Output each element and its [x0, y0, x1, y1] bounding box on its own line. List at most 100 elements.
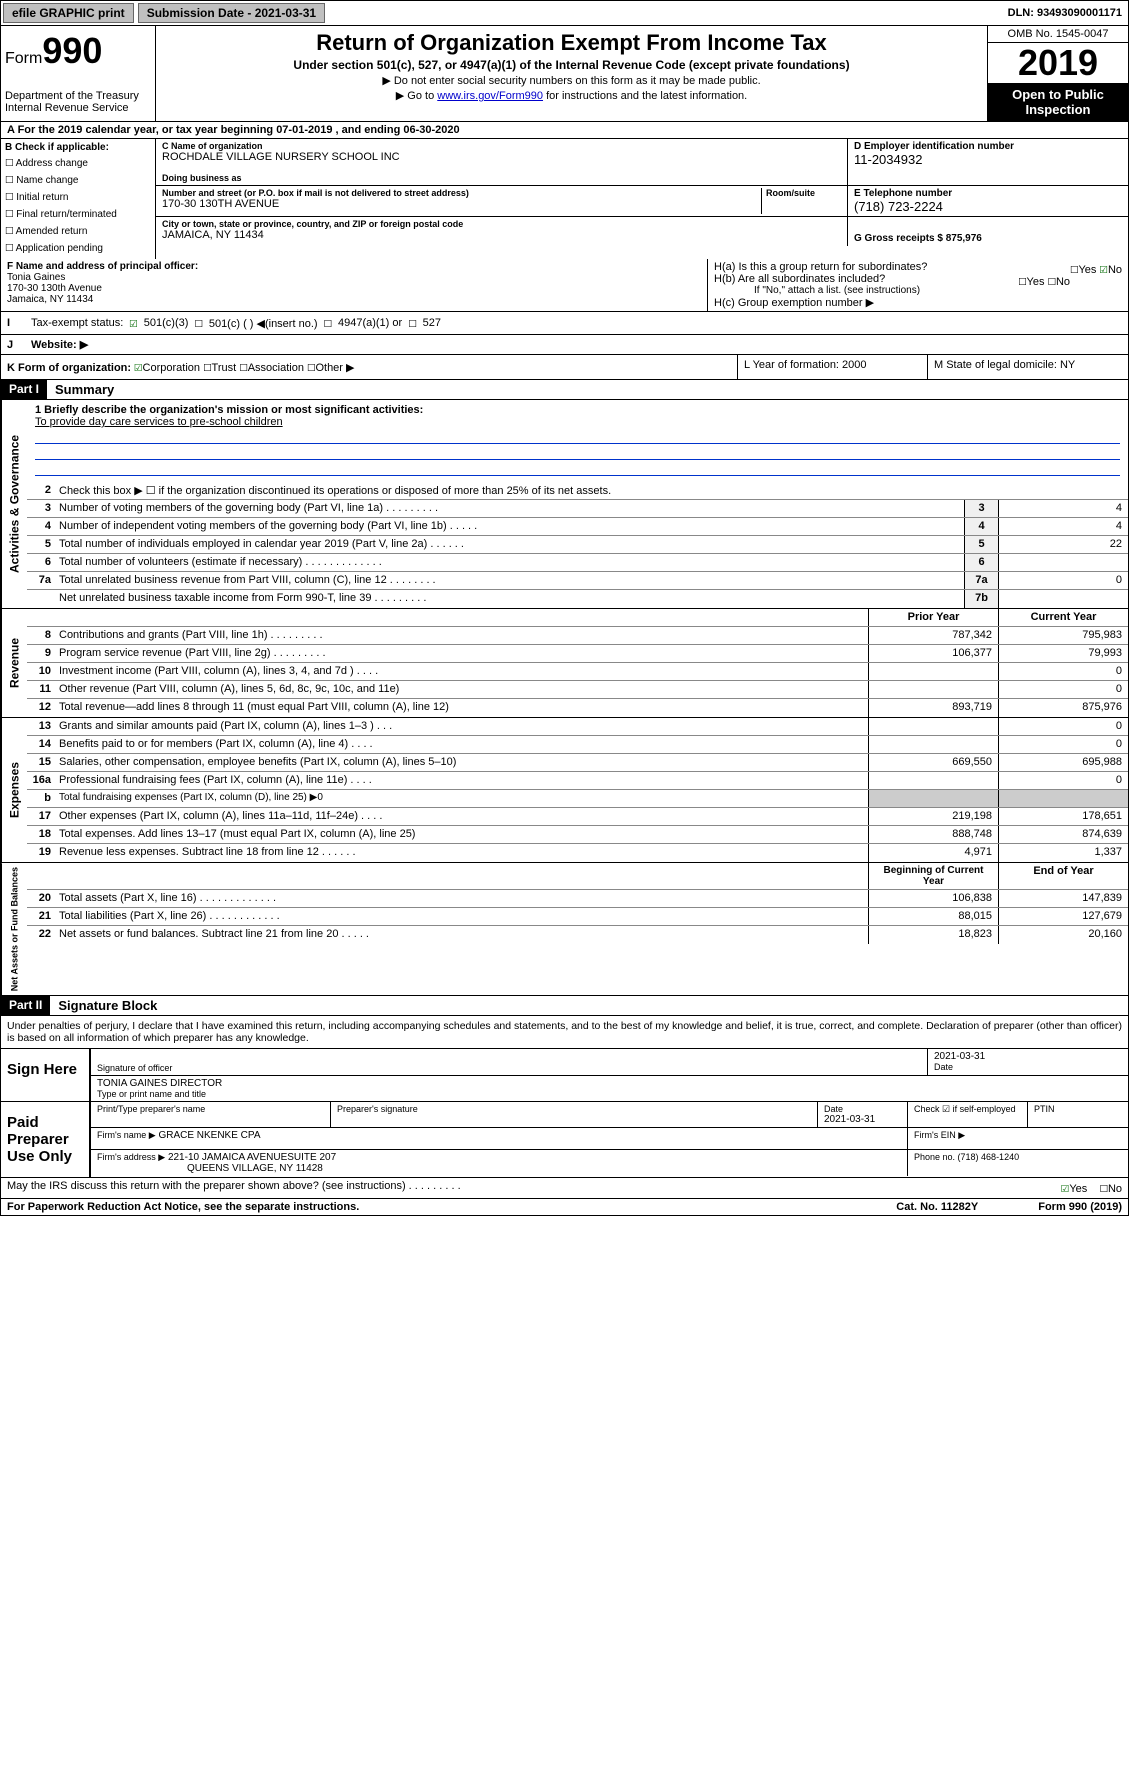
- check-4947[interactable]: [324, 315, 332, 331]
- exp-19-prior: 4,971: [868, 844, 998, 862]
- check-trust[interactable]: [203, 361, 211, 374]
- firm-phone: Phone no. (718) 468-1240: [914, 1152, 1019, 1162]
- exp-18-prior: 888,748: [868, 826, 998, 843]
- box-b-header: B Check if applicable:: [5, 142, 151, 153]
- firm-address: 221-10 JAMAICA AVENUESUITE 207: [168, 1152, 336, 1163]
- irs-link[interactable]: www.irs.gov/Form990: [437, 90, 543, 102]
- sign-here-row: Sign Here Signature of officer 2021-03-3…: [1, 1048, 1128, 1101]
- hb-no[interactable]: [1048, 275, 1056, 288]
- exp-14-prior: [868, 736, 998, 753]
- val-3: 4: [998, 500, 1128, 517]
- check-final-return[interactable]: Final return/terminated: [5, 205, 151, 221]
- form-footer-label: Form 990 (2019): [1038, 1201, 1122, 1213]
- form-title: Return of Organization Exempt From Incom…: [160, 30, 983, 56]
- na-21-current: 127,679: [998, 908, 1128, 925]
- rev-12-prior: 893,719: [868, 699, 998, 717]
- box-m: M State of legal domicile: NY: [928, 355, 1128, 379]
- vlabel-expenses: Expenses: [1, 718, 27, 862]
- blank-line-1: [35, 430, 1120, 444]
- revenue-section: Revenue Prior YearCurrent Year 8Contribu…: [0, 609, 1129, 718]
- check-address-change[interactable]: Address change: [5, 154, 151, 170]
- submission-date-button[interactable]: Submission Date - 2021-03-31: [138, 3, 325, 23]
- prep-date: 2021-03-31: [824, 1114, 901, 1125]
- paperwork-notice: For Paperwork Reduction Act Notice, see …: [7, 1201, 359, 1213]
- box-l: L Year of formation: 2000: [738, 355, 928, 379]
- hb-yes[interactable]: [1018, 275, 1026, 288]
- ha-no[interactable]: [1100, 263, 1108, 276]
- form-meta-block: OMB No. 1545-0047 2019 Open to Public In…: [988, 26, 1128, 121]
- exp-16a-current: 0: [998, 772, 1128, 789]
- ha-line: H(a) Is this a group return for subordin…: [714, 261, 1122, 273]
- val-7b: [998, 590, 1128, 608]
- efile-print-button[interactable]: efile GRAPHIC print: [3, 3, 134, 23]
- check-association[interactable]: [239, 361, 247, 374]
- section-fh: F Name and address of principal officer:…: [0, 259, 1129, 312]
- vlabel-revenue: Revenue: [1, 609, 27, 717]
- discuss-no[interactable]: [1100, 1182, 1108, 1195]
- signature-block: Under penalties of perjury, I declare th…: [0, 1016, 1129, 1178]
- form-note-1: ▶ Do not enter social security numbers o…: [160, 74, 983, 87]
- self-employed-check[interactable]: Check ☑ if self-employed: [914, 1104, 1021, 1115]
- paid-preparer-label: Paid Preparer Use Only: [1, 1102, 91, 1177]
- val-7a: 0: [998, 572, 1128, 589]
- city-cell: City or town, state or province, country…: [156, 217, 848, 246]
- exp-17-current: 178,651: [998, 808, 1128, 825]
- telephone-cell: E Telephone number (718) 723-2224: [848, 186, 1128, 216]
- form-header: Form990 Department of the Treasury Inter…: [0, 26, 1129, 122]
- row-a-tax-year: A For the 2019 calendar year, or tax yea…: [0, 122, 1129, 139]
- exp-15-current: 695,988: [998, 754, 1128, 771]
- top-toolbar: efile GRAPHIC print Submission Date - 20…: [0, 0, 1129, 26]
- exp-13-prior: [868, 718, 998, 735]
- val-5: 22: [998, 536, 1128, 553]
- discuss-row: May the IRS discuss this return with the…: [0, 1178, 1129, 1199]
- ein-value: 11-2034932: [854, 152, 1122, 167]
- na-21-prior: 88,015: [868, 908, 998, 925]
- na-22-current: 20,160: [998, 926, 1128, 944]
- exp-16b-current: [998, 790, 1128, 807]
- na-22-prior: 18,823: [868, 926, 998, 944]
- rev-10-prior: [868, 663, 998, 680]
- box-b: B Check if applicable: Address change Na…: [1, 139, 156, 259]
- rev-9-current: 79,993: [998, 645, 1128, 662]
- firm-name: GRACE NKENKE CPA: [158, 1130, 260, 1141]
- form-number: 990: [42, 30, 102, 71]
- sign-here-label: Sign Here: [1, 1049, 91, 1101]
- val-4: 4: [998, 518, 1128, 535]
- footer-row: For Paperwork Reduction Act Notice, see …: [0, 1199, 1129, 1216]
- check-corporation[interactable]: [134, 361, 142, 374]
- exp-13-current: 0: [998, 718, 1128, 735]
- exp-14-current: 0: [998, 736, 1128, 753]
- check-application-pending[interactable]: Application pending: [5, 239, 151, 255]
- check-501c3[interactable]: [129, 315, 137, 331]
- officer-addr2: Jamaica, NY 11434: [7, 294, 701, 305]
- org-name: ROCHDALE VILLAGE NURSERY SCHOOL INC: [162, 151, 841, 163]
- check-501c[interactable]: [194, 315, 202, 331]
- vlabel-governance: Activities & Governance: [1, 400, 27, 608]
- exp-15-prior: 669,550: [868, 754, 998, 771]
- blank-line-3: [35, 462, 1120, 476]
- officer-addr1: 170-30 130th Avenue: [7, 283, 701, 294]
- section-bcd: B Check if applicable: Address change Na…: [0, 139, 1129, 259]
- tax-year: 2019: [988, 43, 1128, 83]
- address-cell: Number and street (or P.O. box if mail i…: [156, 186, 848, 216]
- telephone-value: (718) 723-2224: [854, 199, 1122, 214]
- activities-governance-section: Activities & Governance 1 Briefly descri…: [0, 400, 1129, 609]
- na-20-prior: 106,838: [868, 890, 998, 907]
- row-j-website: J Website: ▶: [0, 335, 1129, 355]
- mission-text: To provide day care services to pre-scho…: [35, 416, 1120, 428]
- check-name-change[interactable]: Name change: [5, 171, 151, 187]
- check-527[interactable]: [408, 315, 416, 331]
- box-k: K Form of organization: Corporation Trus…: [1, 355, 738, 379]
- check-initial-return[interactable]: Initial return: [5, 188, 151, 204]
- omb-number: OMB No. 1545-0047: [988, 26, 1128, 43]
- paid-preparer-row: Paid Preparer Use Only Print/Type prepar…: [1, 1101, 1128, 1177]
- exp-18-current: 874,639: [998, 826, 1128, 843]
- gross-receipts: G Gross receipts $ 875,976: [854, 233, 1122, 244]
- hc-line: H(c) Group exemption number ▶: [714, 296, 1122, 309]
- check-amended-return[interactable]: Amended return: [5, 222, 151, 238]
- vlabel-net-assets: Net Assets or Fund Balances: [1, 863, 27, 995]
- net-assets-section: Net Assets or Fund Balances Beginning of…: [0, 863, 1129, 996]
- box-cd: C Name of organization ROCHDALE VILLAGE …: [156, 139, 1128, 259]
- box-f: F Name and address of principal officer:…: [1, 259, 708, 311]
- ein-cell: D Employer identification number 11-2034…: [848, 139, 1128, 185]
